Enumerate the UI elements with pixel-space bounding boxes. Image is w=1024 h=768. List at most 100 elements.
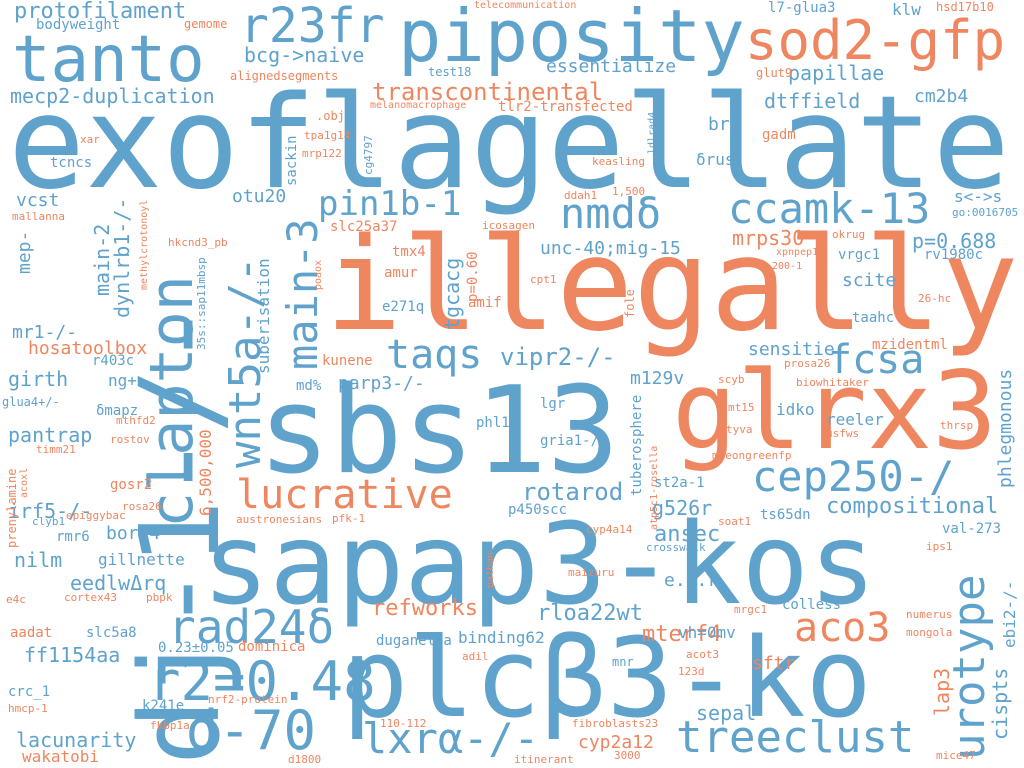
word-crc1: crc_1 — [8, 684, 51, 700]
word-refworks: refworks — [372, 596, 478, 621]
word-tyva: tyva — [726, 423, 753, 436]
word-ddah1: ddah1 — [564, 189, 598, 202]
word-usfws: usfws — [826, 427, 860, 440]
word-mrgc1: mrgc1 — [734, 603, 768, 616]
word-pin1b: pin1b-1 — [318, 184, 462, 224]
word-taahc: taahc — [852, 310, 895, 326]
word-mr1: mr1-/- — [12, 322, 78, 343]
word-exoflagellate: exoflagellate — [8, 69, 1010, 218]
word-e271q: e271q — [382, 299, 425, 315]
word-elr: e.l.r — [664, 570, 719, 591]
word-compositional: compositional — [826, 494, 999, 519]
word-aco3: aco3 — [794, 605, 891, 651]
word-mnr: mnr — [612, 655, 634, 669]
word-thrsp: thrsp — [940, 419, 974, 432]
word-soat1: soat1 — [718, 515, 752, 528]
word-tpa1g14: tpa1g14 — [304, 129, 351, 142]
word-vrgc1: vrgc1 — [838, 247, 881, 263]
word-protofilament: protofilament — [14, 0, 187, 24]
word-1500: 1,500 — [612, 185, 646, 198]
word-taqs: taqs — [386, 332, 483, 378]
word-ng: ng+ — [108, 371, 137, 390]
word-cg4797: cg4797 — [362, 135, 375, 175]
word-mallanna: mallanna — [12, 210, 65, 223]
word-mterf4: mterf4 — [642, 622, 722, 647]
word-mrp122: mrp122 — [302, 147, 342, 160]
word-vcst: vcst — [16, 190, 60, 211]
word-clyb1: clyb1 — [32, 515, 66, 528]
word-transcontinental: transcontinental — [372, 78, 604, 106]
word-p450scc: p450scc — [508, 502, 568, 518]
word-tgcacg: tgcacg — [440, 257, 464, 330]
word-prenylamine: prenylamine — [5, 468, 19, 548]
word-fcsa: fcsa — [828, 337, 925, 383]
word-piposity: piposity — [398, 0, 745, 78]
word-sftr: sftr — [752, 653, 796, 674]
word-mecp2: mecp2-duplication — [10, 84, 215, 108]
word-mep: mep- — [14, 230, 35, 274]
word-rv1980c: rv1980c — [924, 247, 984, 263]
word-rad24d: rad24δ — [168, 600, 335, 654]
word-ips1: ips1 — [926, 540, 953, 553]
word-cispts: cispts — [988, 667, 1012, 740]
word-timm21: timm21 — [36, 443, 76, 456]
word-vipr2: vipr2-/- — [500, 343, 616, 371]
word-mzidentml: mzidentml — [872, 337, 948, 353]
word-wakatobi: wakatobi — [22, 747, 100, 766]
word-papillae: papillae — [788, 61, 885, 85]
word-dmapz: δmapz — [96, 403, 139, 419]
word-ts65dn: ts65dn — [760, 507, 811, 523]
word-g526r: g526r — [652, 496, 713, 520]
word-cortex43: cortex43 — [64, 591, 117, 604]
word-br5: br5 — [708, 114, 741, 135]
word-gemome: gemome — [184, 17, 228, 31]
word-200-1: 200-1 — [772, 261, 803, 272]
word-bodyweight: bodyweight — [36, 17, 121, 33]
word-reeler: reeler — [826, 410, 884, 429]
word-cyp2a12: cyp2a12 — [578, 732, 654, 753]
word-rosa26: rosa26 — [122, 500, 162, 513]
word-prosa26: prosa26 — [784, 357, 831, 370]
word-go0016705: go:0016705 — [952, 206, 1019, 219]
word-mthfd2: mthfd2 — [116, 414, 156, 427]
word-melanomacrophage: melanomacrophage — [370, 100, 467, 111]
word-md: md% — [296, 378, 322, 394]
word-nrf2: nrf2-protein — [208, 693, 288, 706]
word-hosatoolbox: hosatoolbox — [28, 338, 148, 359]
word-urotype: urotype — [944, 574, 995, 760]
word-main3: main-3 — [278, 218, 327, 370]
word-cpt1: cpt1 — [530, 273, 557, 286]
word-phlegmonous: phlegmonous — [995, 368, 1016, 488]
word-023: 0.23±0.05 — [158, 640, 234, 656]
word-val273: val-273 — [942, 521, 1002, 537]
word-eedlw: eedlwΔrq — [70, 571, 167, 595]
word-rmr6: rmr6 — [56, 529, 90, 545]
word-colless: colless — [782, 597, 842, 613]
word-klw: klw — [892, 0, 921, 19]
word-suberisation: suberisation — [254, 258, 273, 374]
word-alignedsegments: alignedsegments — [230, 69, 339, 83]
word-nilm: nilm — [14, 548, 63, 572]
word-glrx3: glrx3 — [672, 349, 998, 474]
word-lxra: lxrα-/- — [362, 714, 540, 763]
word-r23fr: r23fr — [240, 0, 385, 54]
word-idko: idko — [776, 400, 815, 419]
word-ssll: s<->s — [954, 187, 1003, 206]
word-110-112: 110-112 — [380, 717, 427, 730]
word-sackin: sackin — [284, 135, 300, 186]
word-sapap3-kos: sapap3-kos — [202, 500, 877, 630]
word-dtffield: dtffield — [764, 89, 861, 113]
word-123d: 123d — [678, 665, 705, 678]
word-pbpk: pbpk — [146, 591, 173, 604]
word-pathan: pathan — [485, 551, 496, 588]
word-treeclust: treeclust — [676, 712, 915, 763]
word-gillnette: gillnette — [98, 550, 185, 569]
word-ccamk13: ccamk-13 — [728, 184, 931, 233]
word-sap11mbsp: 35s::sap11mbsp — [195, 257, 208, 350]
word-sod2-gfp: sod2-gfp — [745, 9, 1006, 72]
word-illegally: illegally — [325, 211, 1019, 360]
word-r2: r2=0.48 — [148, 650, 376, 713]
word-icosagen: icosagen — [482, 219, 535, 232]
word-drus: δrus — [696, 150, 735, 169]
